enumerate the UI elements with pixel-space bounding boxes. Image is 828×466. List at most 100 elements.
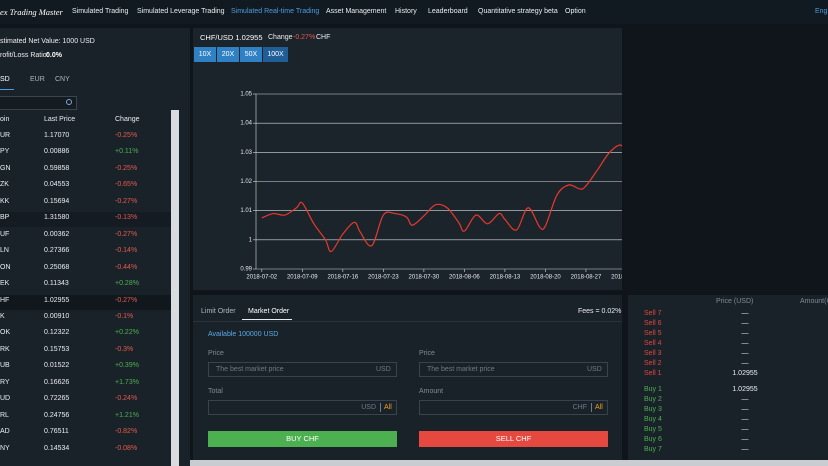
last-price[interactable]: 0.59858 [44,164,70,172]
last-price[interactable]: 1.17070 [44,132,70,139]
coin[interactable]: UR [0,132,11,139]
nav-item[interactable]: Simulated Leverage Trading [137,8,225,15]
row-highlight[interactable] [0,212,171,228]
change[interactable]: -0.25% [115,132,138,139]
change[interactable]: -0.27% [115,230,138,238]
sell-level[interactable]: Sell 4 [644,340,662,347]
sell-button[interactable]: SELL CHF [419,431,608,447]
buy-level[interactable]: Buy 2 [644,396,662,403]
last-price[interactable]: 0.00886 [44,148,70,156]
nav-item[interactable]: Leaderboard [428,8,468,15]
scrollbar[interactable] [190,460,828,466]
scrollbar[interactable] [171,110,179,466]
change[interactable]: -0.13% [115,214,138,222]
change[interactable]: -0.1% [115,312,134,320]
change[interactable]: +1.21% [115,411,139,419]
buy-level[interactable]: Buy 1 [644,386,662,393]
last-price[interactable]: 0.15753 [44,345,70,353]
leverage-button[interactable]: 20X [217,47,239,62]
nav-item[interactable]: Option [565,8,586,15]
order-tab[interactable]: Limit Order [201,308,236,315]
coin[interactable]: ZK [0,181,9,189]
coin[interactable]: UF [0,230,10,238]
leverage-button[interactable]: 10X [194,47,216,62]
amount-input[interactable] [208,400,397,415]
change[interactable]: +0.22% [115,329,139,337]
coin[interactable]: OK [0,329,11,337]
change[interactable]: -0.14% [115,247,138,255]
last-price[interactable]: 0.72265 [44,395,70,403]
last-price[interactable]: 0.00362 [44,230,70,238]
all-button[interactable]: All [595,404,603,411]
buy-level[interactable]: Buy 5 [644,426,662,433]
buy-level[interactable]: Buy 4 [644,416,662,423]
language[interactable]: Engli [815,8,828,15]
buy-level[interactable]: Buy 3 [644,406,662,413]
brand[interactable]: ex Trading Master [0,7,63,17]
nav-item[interactable]: Simulated Trading [72,8,129,15]
last-price[interactable]: 1.31580 [44,214,70,222]
currency-tab[interactable]: EUR [30,76,45,83]
coin[interactable]: BP [0,214,10,222]
leverage-button[interactable]: 100X [263,47,288,62]
change[interactable]: -0.24% [115,395,138,403]
last-price[interactable]: 1.02955 [44,296,70,304]
currency-tab[interactable]: SD [0,76,10,83]
sell-level[interactable]: Sell 3 [644,350,662,357]
change[interactable]: -0.65% [115,181,138,189]
coin[interactable]: HF [0,296,10,304]
coin[interactable]: NY [0,444,10,452]
coin[interactable]: RK [0,345,10,353]
change[interactable]: -0.3% [115,345,134,353]
sell-level[interactable]: Sell 1 [644,370,662,377]
currency-tab[interactable]: CNY [55,76,70,83]
buy-level[interactable]: Buy 7 [644,446,662,453]
nav-item[interactable]: Quantitative strategy beta [478,8,558,15]
nav-item[interactable]: History [395,8,417,15]
change[interactable]: +0.11% [115,148,139,156]
change[interactable]: +0.28% [115,280,139,288]
coin[interactable]: UB [0,362,10,370]
last-price[interactable]: 0.14534 [44,444,70,452]
last-price[interactable]: 0.01522 [44,362,70,370]
last-price[interactable]: 0.76511 [44,428,69,436]
change[interactable]: -0.82% [115,428,138,436]
row-highlight[interactable] [0,294,171,310]
coin[interactable]: PY [0,148,10,156]
coin[interactable]: EK [0,280,10,288]
last-price[interactable]: 0.27366 [44,247,70,255]
change[interactable]: -0.08% [115,444,138,452]
last-price[interactable]: 0.04553 [44,181,70,189]
nav-item[interactable]: Asset Management [326,8,387,15]
coin[interactable]: ON [0,263,11,271]
all-button[interactable]: All [384,404,392,411]
coin[interactable]: UD [0,395,11,403]
sell-level[interactable]: Sell 6 [644,320,662,327]
last-price[interactable]: 0.12322 [44,329,70,337]
change[interactable]: -0.25% [115,164,138,172]
price-input[interactable] [208,362,397,377]
order-tab[interactable]: Market Order [248,308,290,315]
last-price[interactable]: 0.25068 [44,263,70,271]
nav-item[interactable]: Simulated Real-time Trading [231,8,320,15]
change[interactable]: -0.44% [115,263,138,271]
price-input[interactable] [419,362,608,377]
change[interactable]: -0.27% [115,296,138,304]
coin[interactable]: RY [0,378,10,386]
change[interactable]: +0.39% [115,362,139,370]
sell-level[interactable]: Sell 2 [644,360,662,367]
change[interactable]: +1.73% [115,378,139,386]
last-price[interactable]: 0.15694 [44,197,70,205]
last-price[interactable]: 0.11343 [44,280,69,288]
coin[interactable]: AD [0,428,10,436]
change[interactable]: -0.27% [115,197,138,205]
sell-level[interactable]: Sell 5 [644,330,662,337]
sell-level[interactable]: Sell 7 [644,310,662,317]
amount-input[interactable] [419,400,608,415]
coin[interactable]: RL [0,411,9,419]
coin[interactable]: LN [0,247,9,255]
buy-level[interactable]: Buy 6 [644,436,662,443]
leverage-button[interactable]: 50X [240,47,262,62]
search-box[interactable] [0,96,77,110]
last-price[interactable]: 0.16626 [44,378,70,386]
